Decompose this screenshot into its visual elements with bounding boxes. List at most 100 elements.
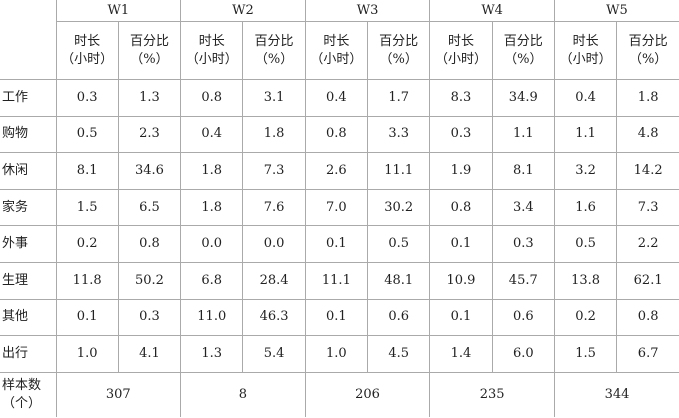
- cell: 0.8: [429, 188, 493, 227]
- subheader-label: 百分比: [379, 33, 419, 49]
- cell: 0.1: [304, 225, 369, 263]
- cell: 8.1: [55, 152, 119, 190]
- cell: 1.8: [242, 115, 306, 154]
- cell: 34.9: [491, 79, 555, 117]
- data-row: 生理 11.8 50.2 6.8 28.4 11.1 48.1 10.9 45.7 13.8 62.…: [0, 261, 679, 300]
- cell: 0.2: [553, 298, 618, 337]
- data-row: 家务 1.5 6.5 1.8 7.6 7.0 30.2 0.8 3.4 1.6 7.3: [0, 188, 679, 227]
- cell: 0.4: [180, 115, 244, 154]
- subheader-unit: （小时）: [185, 51, 238, 67]
- cell: 48.1: [367, 261, 431, 300]
- cell: 0.5: [553, 225, 618, 263]
- subheader-label: 百分比: [129, 33, 169, 49]
- cell: 1.7: [367, 79, 431, 117]
- row-label: 生理: [0, 261, 57, 300]
- cell: 1.8: [180, 152, 244, 190]
- group-header: W1: [55, 0, 182, 22]
- sample-label: 样本数: [2, 377, 42, 393]
- header-row: W1 W2 W3 W4 W5: [0, 0, 679, 80]
- subheader: 百分比 （%）: [616, 21, 679, 80]
- cell: 0.1: [429, 225, 493, 263]
- cell: 28.4: [242, 261, 306, 300]
- subheader-label: 百分比: [628, 33, 668, 49]
- subheader-label: 时长: [74, 33, 101, 49]
- group-header: W4: [429, 0, 555, 22]
- cell: 1.3: [180, 335, 244, 373]
- cell: 30.2: [367, 188, 431, 227]
- cell: 1.0: [304, 335, 369, 373]
- cell: 1.9: [429, 152, 493, 190]
- cell: 0.4: [304, 79, 369, 117]
- cell: 0.3: [117, 298, 182, 337]
- subheader-unit: （%）: [130, 51, 169, 67]
- corner-cell: [0, 0, 57, 80]
- sample-row: 样本数 （个） 307 8 206 235 344: [0, 371, 679, 417]
- cell: 0.3: [55, 79, 119, 117]
- cell: 0.8: [616, 298, 679, 337]
- cell: 1.6: [553, 188, 618, 227]
- cell: 6.8: [180, 261, 244, 300]
- subheader-unit: （小时）: [434, 51, 487, 67]
- cell: 1.1: [491, 115, 555, 154]
- row-label: 出行: [0, 335, 57, 373]
- cell: 46.3: [242, 298, 306, 337]
- cell: 7.3: [616, 188, 679, 227]
- row-label: 外事: [0, 225, 57, 263]
- cell: 0.2: [55, 225, 119, 263]
- subheader: 时长 （小时）: [180, 21, 244, 80]
- subheader-unit: （小时）: [61, 51, 114, 67]
- cell: 0.1: [429, 298, 493, 337]
- cell: 0.6: [367, 298, 431, 337]
- cell: 0.8: [180, 79, 244, 117]
- cell: 1.1: [553, 115, 618, 154]
- cell: 0.8: [304, 115, 369, 154]
- cell: 1.8: [180, 188, 244, 227]
- cell: 1.0: [55, 335, 119, 373]
- data-row: 外事 0.2 0.8 0.0 0.0 0.1 0.5 0.1 0.3 0.5 2.2: [0, 225, 679, 263]
- cell: 0.5: [55, 115, 119, 154]
- sample-cell: 307: [55, 371, 182, 417]
- sample-cell: 235: [429, 371, 555, 417]
- sample-unit: （个）: [2, 395, 42, 411]
- subheader-unit: （%）: [628, 51, 668, 67]
- subheader: 时长 （小时）: [553, 21, 618, 80]
- cell: 0.0: [180, 225, 244, 263]
- cell: 6.7: [616, 335, 679, 373]
- subheader: 时长 （小时）: [56, 21, 119, 80]
- cell: 1.8: [616, 79, 679, 117]
- row-label: 样本数 （个）: [0, 371, 57, 417]
- cell: 2.2: [616, 225, 679, 263]
- group-header: W3: [304, 0, 431, 22]
- subheader-label: 时长: [447, 33, 474, 49]
- subheader: 百分比 （%）: [367, 21, 431, 80]
- sample-cell: 8: [180, 371, 306, 417]
- cell: 2.6: [304, 152, 369, 190]
- subheader-unit: （小时）: [310, 51, 363, 67]
- cell: 0.5: [367, 225, 431, 263]
- cell: 0.3: [429, 115, 493, 154]
- cell: 14.2: [616, 152, 679, 190]
- subheader-label: 百分比: [254, 33, 294, 49]
- data-row: 购物 0.5 2.3 0.4 1.8 0.8 3.3 0.3 1.1 1.1 4.8: [0, 115, 679, 154]
- cell: 4.1: [117, 335, 182, 373]
- subheader-label: 百分比: [503, 33, 543, 49]
- row-label: 休闲: [0, 152, 57, 190]
- cell: 0.8: [117, 225, 182, 263]
- cell: 45.7: [491, 261, 555, 300]
- subheader-unit: （%）: [379, 51, 418, 67]
- data-row: 休闲 8.1 34.6 1.8 7.3 2.6 11.1 1.9 8.1 3.2 14.2: [0, 152, 679, 190]
- cell: 7.6: [242, 188, 306, 227]
- subheader-unit: （%）: [254, 51, 294, 67]
- sample-cell: 344: [553, 371, 679, 417]
- subheader-unit: （%）: [504, 51, 543, 67]
- cell: 7.0: [304, 188, 369, 227]
- cell: 11.1: [367, 152, 431, 190]
- cell: 0.1: [55, 298, 119, 337]
- cell: 3.1: [242, 79, 306, 117]
- row-label: 其他: [0, 298, 57, 337]
- subheader-label: 时长: [323, 33, 350, 49]
- cell: 1.5: [553, 335, 618, 373]
- cell: 1.4: [429, 335, 493, 373]
- group-header: W2: [180, 0, 306, 22]
